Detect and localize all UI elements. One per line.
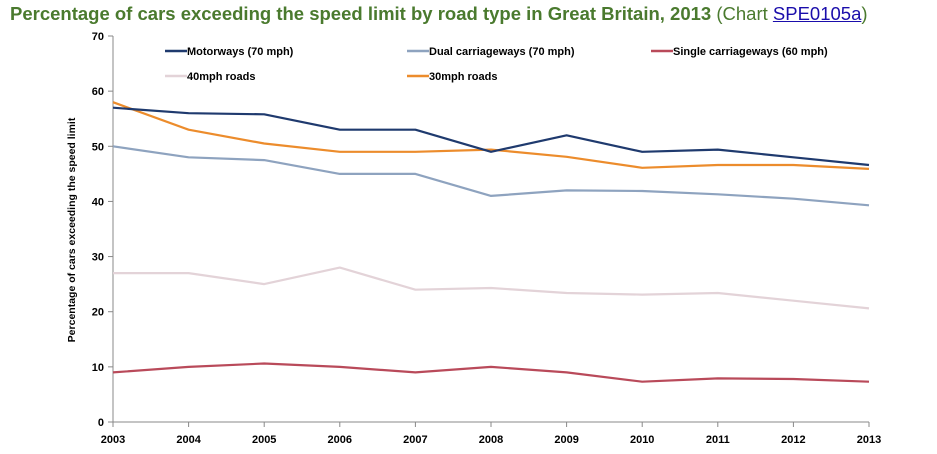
chart-reference-link[interactable]: SPE0105a bbox=[772, 3, 862, 24]
chart-series bbox=[112, 101, 870, 383]
series-line-1 bbox=[112, 106, 870, 167]
legend-entry: 40mph roads bbox=[187, 71, 255, 83]
chart-title: Percentage of cars exceeding the speed l… bbox=[10, 3, 868, 25]
series-line-2 bbox=[112, 145, 870, 207]
chart-title-text: Percentage of cars exceeding the speed l… bbox=[10, 3, 712, 24]
y-tick-label: 40 bbox=[92, 196, 104, 208]
y-tick-label: 70 bbox=[92, 31, 104, 43]
y-tick-label: 10 bbox=[92, 362, 104, 374]
chart-reference-open: (Chart bbox=[711, 3, 773, 24]
legend-entry: Single carriageways (60 mph) bbox=[673, 46, 828, 58]
x-tick-label: 2007 bbox=[403, 434, 427, 446]
legend-entry: Dual carriageways (70 mph) bbox=[429, 46, 575, 58]
x-tick-label: 2004 bbox=[176, 434, 201, 446]
x-tick-label: 2009 bbox=[554, 434, 578, 446]
x-tick-label: 2003 bbox=[101, 434, 125, 446]
series-line-3 bbox=[112, 362, 870, 383]
legend-entry: 30mph roads bbox=[429, 71, 497, 83]
y-tick-label: 30 bbox=[92, 252, 104, 264]
series-line-5 bbox=[112, 101, 870, 170]
series-line-4 bbox=[113, 266, 870, 310]
chart-legend: Motorways (70 mph) Dual carriageways (70 … bbox=[165, 46, 828, 83]
x-tick-label: 2005 bbox=[252, 434, 276, 446]
x-tick-label: 2013 bbox=[857, 434, 881, 446]
chart-axes: 0 10 20 30 40 50 60 70 2003 2004 2005 2006 2007 2008 2… bbox=[92, 31, 881, 446]
y-tick-label: 20 bbox=[92, 307, 104, 319]
y-tick-label: 60 bbox=[92, 86, 104, 98]
y-axis-label: Percentage of cars exceeding the speed l… bbox=[66, 117, 78, 342]
x-tick-label: 2008 bbox=[479, 434, 503, 446]
x-tick-label: 2010 bbox=[630, 434, 654, 446]
y-tick-label: 50 bbox=[92, 141, 104, 153]
y-tick-label: 0 bbox=[98, 417, 104, 429]
legend-entry: Motorways (70 mph) bbox=[187, 46, 294, 58]
chart-reference-close: ) bbox=[861, 3, 868, 24]
x-tick-label: 2006 bbox=[328, 434, 352, 446]
x-tick-label: 2011 bbox=[706, 434, 730, 446]
x-tick-label: 2012 bbox=[781, 434, 805, 446]
